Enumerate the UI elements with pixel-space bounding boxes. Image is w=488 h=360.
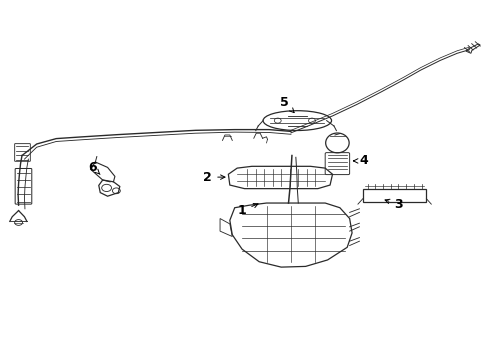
Text: 3: 3 xyxy=(384,198,402,211)
Text: 2: 2 xyxy=(203,171,224,184)
Text: 6: 6 xyxy=(88,161,100,174)
Text: 1: 1 xyxy=(237,203,258,217)
Text: 4: 4 xyxy=(353,154,368,167)
Text: 5: 5 xyxy=(280,96,294,113)
